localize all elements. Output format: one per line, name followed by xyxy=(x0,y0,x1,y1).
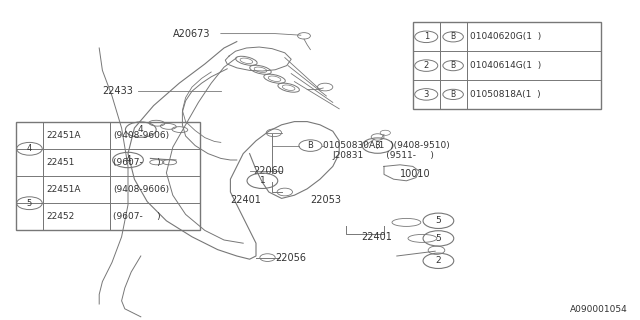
Text: (9607-     ): (9607- ) xyxy=(113,158,161,167)
Text: 01040614G(1  ): 01040614G(1 ) xyxy=(470,61,541,70)
Text: 2: 2 xyxy=(424,61,429,70)
Text: A090001054: A090001054 xyxy=(570,305,627,314)
Text: 22452: 22452 xyxy=(47,212,75,221)
Text: 22451A: 22451A xyxy=(47,131,81,140)
Text: J20831        (9511-     ): J20831 (9511- ) xyxy=(333,151,435,160)
Text: B: B xyxy=(451,61,456,70)
Text: 5: 5 xyxy=(27,199,32,208)
Text: 22451: 22451 xyxy=(47,158,75,167)
Text: 10010: 10010 xyxy=(400,169,431,180)
Text: 01040620G(1  ): 01040620G(1 ) xyxy=(470,32,541,41)
Text: 1: 1 xyxy=(424,32,429,41)
Text: 5: 5 xyxy=(436,216,441,225)
Text: B: B xyxy=(451,90,456,99)
Text: 5: 5 xyxy=(436,234,441,243)
Text: A20673: A20673 xyxy=(173,28,211,39)
Text: 22451A: 22451A xyxy=(47,185,81,194)
Bar xyxy=(16,122,200,230)
Text: 22401: 22401 xyxy=(230,195,261,205)
Text: 22053: 22053 xyxy=(310,195,341,205)
Text: 1: 1 xyxy=(260,176,265,185)
Text: 01050830A(1  )(9408-9510): 01050830A(1 )(9408-9510) xyxy=(323,141,450,150)
Text: B: B xyxy=(451,32,456,41)
Text: 22056: 22056 xyxy=(275,252,306,263)
Text: 22401: 22401 xyxy=(362,232,392,242)
Text: 3: 3 xyxy=(375,141,380,150)
Text: (9408-9606): (9408-9606) xyxy=(113,185,170,194)
Text: (9607-     ): (9607- ) xyxy=(113,212,161,221)
Text: 4: 4 xyxy=(27,144,32,153)
Text: B: B xyxy=(307,141,314,150)
Text: 3: 3 xyxy=(424,90,429,99)
Text: 4: 4 xyxy=(138,125,143,134)
Text: 22433: 22433 xyxy=(102,86,133,96)
Text: 22060: 22060 xyxy=(253,166,284,176)
Text: (9408-9606): (9408-9606) xyxy=(113,131,170,140)
Text: 01050818A(1  ): 01050818A(1 ) xyxy=(470,90,540,99)
Text: 4: 4 xyxy=(125,156,131,164)
Text: 2: 2 xyxy=(436,256,441,265)
Bar xyxy=(413,22,601,109)
